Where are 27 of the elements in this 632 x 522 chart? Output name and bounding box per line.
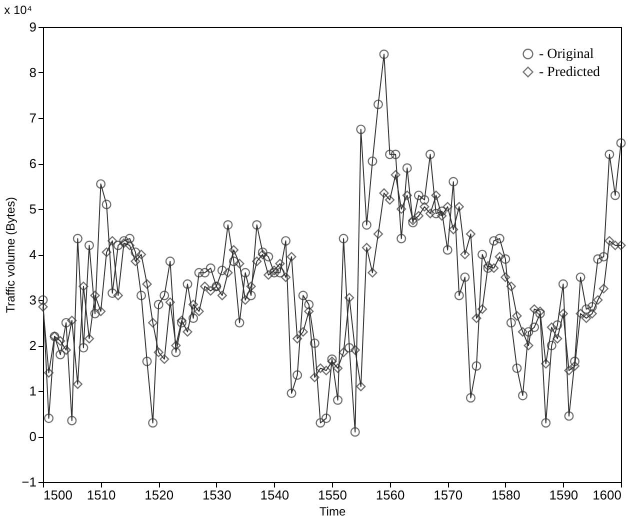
y-tick-label: 5 bbox=[29, 202, 36, 216]
x-tick-label: 1600 bbox=[592, 488, 622, 502]
y-tick-label: 9 bbox=[29, 20, 36, 34]
y-tick-label: 1 bbox=[29, 384, 36, 398]
x-tick-label: 1500 bbox=[44, 488, 72, 502]
y-tick-label: 4 bbox=[29, 247, 36, 262]
x-tick-label: 1510 bbox=[86, 488, 116, 502]
y-tick-label: 3 bbox=[29, 292, 36, 308]
legend-label: - Predicted bbox=[539, 65, 600, 80]
x-tick-label: 1540 bbox=[260, 488, 290, 502]
x-axis-title: Time bbox=[319, 504, 346, 518]
text: x 10⁴ bbox=[4, 3, 32, 17]
x-tick-label: 1580 bbox=[491, 488, 520, 502]
x-tick-label: 1570 bbox=[434, 488, 463, 502]
y-tick-label: 7 bbox=[29, 110, 36, 126]
x-tick-label: 1520 bbox=[144, 488, 174, 502]
x-tick-label: 1590 bbox=[549, 488, 578, 502]
y-tick-label: −1 bbox=[22, 474, 36, 490]
y-tick-label: 8 bbox=[29, 65, 36, 80]
y-tick-label: 6 bbox=[29, 156, 36, 171]
x-tick-label: 1530 bbox=[202, 488, 232, 502]
y-tick-label: 2 bbox=[29, 338, 36, 353]
x-tick-label: 1560 bbox=[376, 488, 405, 502]
x-tick-label: 1550 bbox=[318, 488, 347, 502]
y-axis-title: Traffic volume (Bytes) bbox=[4, 196, 18, 314]
y-tick-label: 0 bbox=[29, 429, 36, 444]
legend-label: - Original bbox=[539, 47, 594, 62]
